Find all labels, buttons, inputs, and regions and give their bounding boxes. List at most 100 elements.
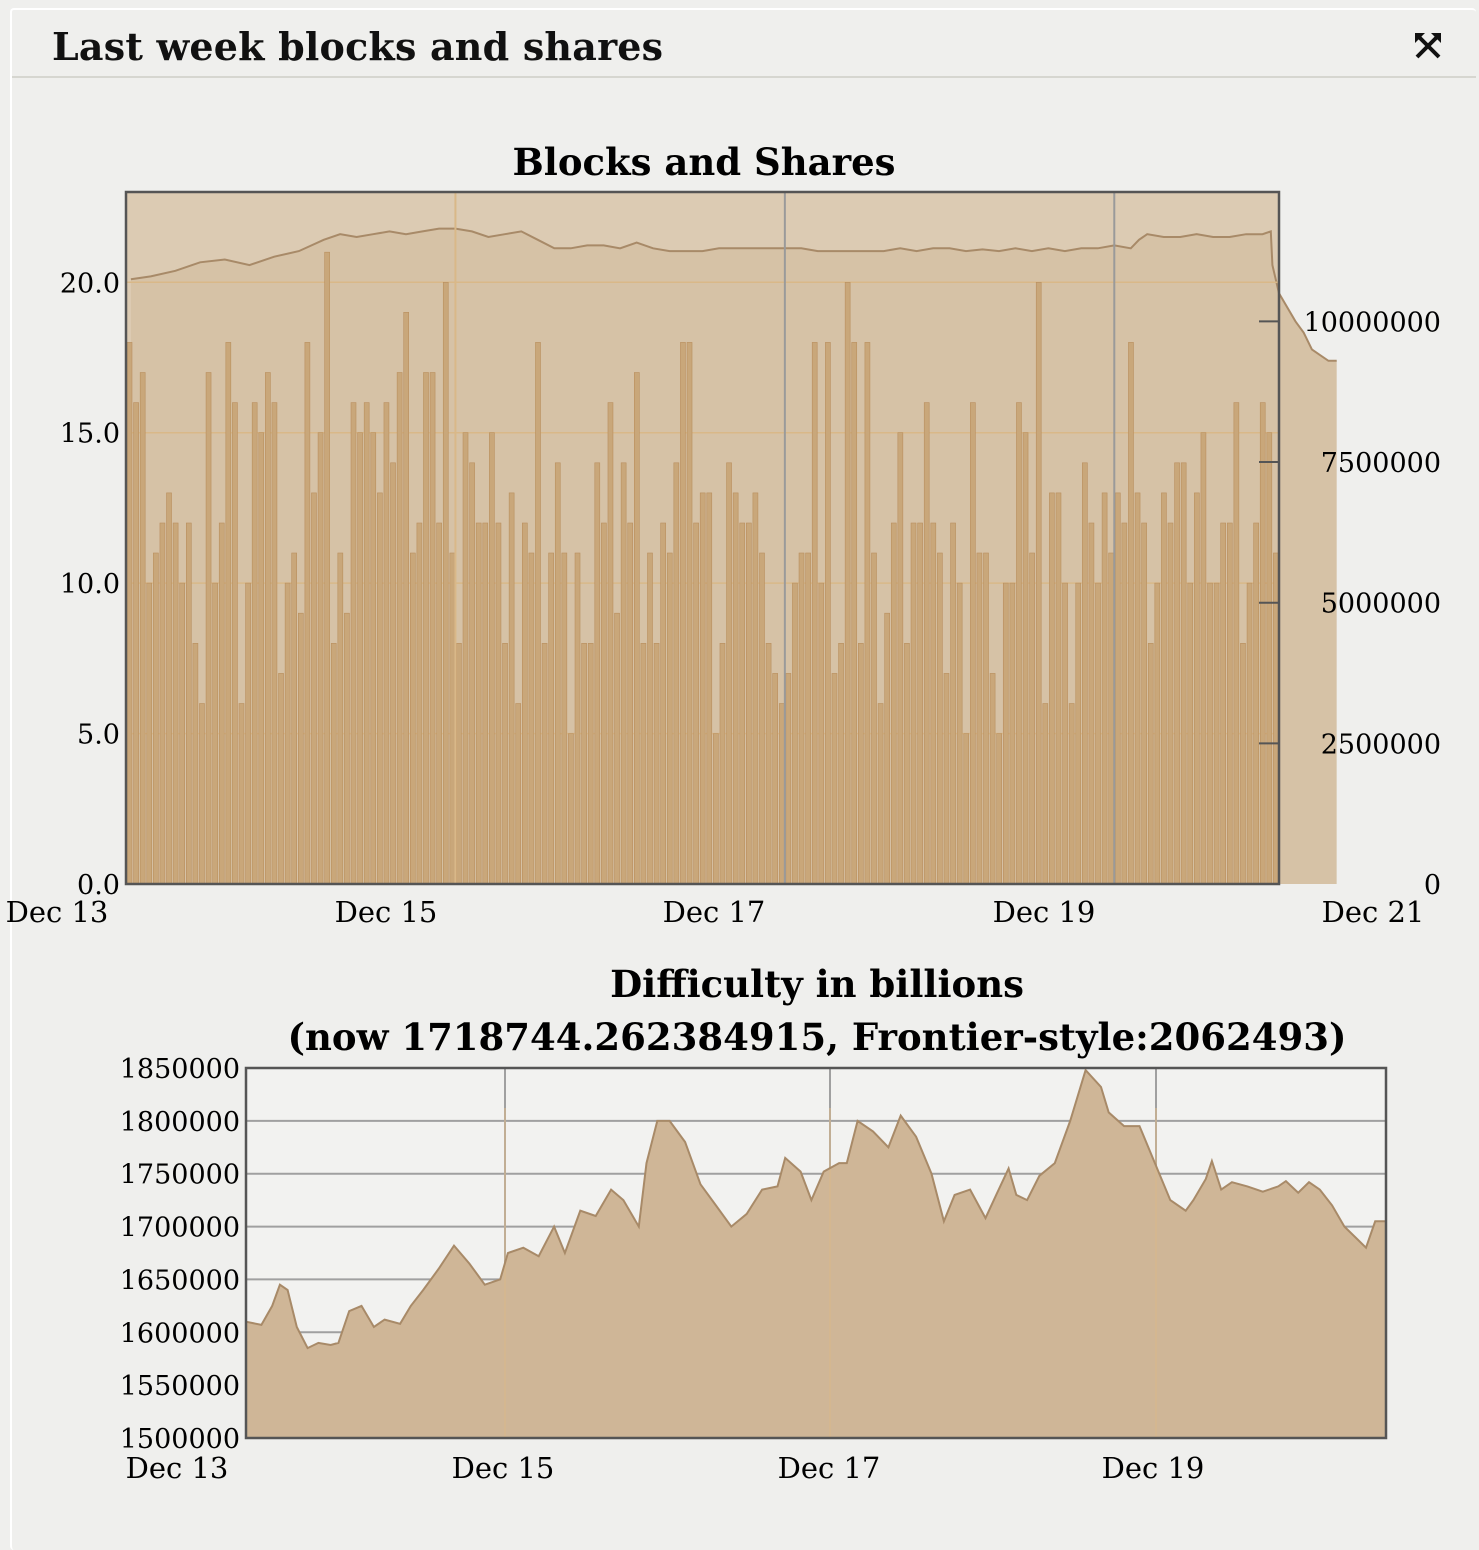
bar: [950, 522, 956, 885]
difficulty-area: [246, 1070, 1386, 1438]
bar: [1022, 432, 1029, 885]
bar: [864, 342, 871, 885]
bar: [1253, 522, 1259, 885]
bar: [225, 342, 232, 885]
bar: [587, 642, 594, 885]
bar: [989, 673, 996, 885]
bar: [805, 552, 811, 885]
y-tick-label: 10.0: [60, 569, 120, 600]
bar: [726, 462, 732, 885]
expand-icon[interactable]: [1410, 28, 1446, 64]
bar: [1220, 522, 1226, 885]
bar: [1121, 522, 1128, 885]
bar: [693, 522, 699, 885]
bar: [1134, 492, 1141, 885]
bar: [798, 552, 805, 885]
x-tick-label: Dec 15: [335, 895, 438, 929]
bar: [772, 673, 778, 885]
bar: [1194, 492, 1200, 885]
bar: [1075, 582, 1082, 885]
bar: [1259, 402, 1266, 885]
bar: [765, 642, 772, 885]
bar: [574, 552, 581, 885]
bar: [541, 642, 548, 885]
bar: [1016, 402, 1022, 885]
x-tick-label: Dec 15: [452, 1451, 555, 1485]
x-tick-label: Dec 17: [663, 895, 766, 929]
x-axis-labels: Dec 13 Dec 15 Dec 17 Dec 19 Dec 21: [6, 895, 1425, 929]
bar: [640, 642, 647, 885]
bar: [739, 522, 746, 885]
y-tick-label: 1800000: [120, 1107, 240, 1138]
bar: [456, 642, 462, 885]
y-tick-label: 1850000: [120, 1054, 240, 1085]
bar: [614, 612, 620, 885]
y-right-tick-label: 10000000: [1304, 307, 1441, 338]
bar: [1167, 522, 1174, 885]
y-tick-label: 15.0: [60, 419, 120, 450]
bar: [515, 703, 522, 885]
bar: [1141, 522, 1147, 885]
bar: [403, 312, 410, 885]
bar: [568, 733, 574, 885]
bar: [1082, 462, 1088, 885]
bar: [858, 642, 864, 885]
y-axis-left-labels: 0.0 5.0 10.0 15.0 20.0: [60, 268, 120, 901]
bar: [976, 552, 983, 885]
bar: [337, 552, 344, 885]
bar: [1226, 522, 1233, 885]
y-right-tick-label: 5000000: [1321, 589, 1441, 620]
x-tick-label: Dec 19: [993, 895, 1096, 929]
bar: [153, 552, 159, 885]
bar: [910, 522, 917, 885]
y-tick-label: 1550000: [120, 1371, 240, 1402]
bar: [930, 522, 937, 885]
bar: [818, 582, 825, 885]
y-tick-label: 1700000: [120, 1213, 240, 1244]
bar: [581, 642, 587, 885]
x-tick-label: Dec 13: [126, 1451, 229, 1485]
plot-area: [244, 1066, 1388, 1440]
bar: [1029, 552, 1035, 885]
bar: [508, 492, 515, 885]
bar: [192, 642, 199, 885]
bar: [1266, 432, 1273, 885]
x-tick-label: Dec 13: [6, 895, 109, 929]
bar: [522, 522, 528, 885]
bar: [831, 673, 838, 885]
bar: [1233, 402, 1240, 885]
bar: [792, 582, 798, 885]
bar: [199, 703, 205, 885]
panel-title: Last week blocks and shares: [52, 24, 664, 69]
y-tick-label: 20.0: [60, 268, 120, 299]
bar: [482, 522, 489, 885]
bar: [844, 282, 851, 885]
bar: [317, 432, 324, 885]
bar: [291, 552, 297, 885]
bar: [653, 642, 660, 885]
bar: [297, 612, 304, 885]
bar: [363, 402, 370, 885]
bar: [205, 372, 212, 885]
bar: [759, 552, 765, 885]
x-axis-labels: Dec 13 Dec 15 Dec 17 Dec 19: [126, 1451, 1205, 1485]
bar: [752, 492, 759, 885]
bar: [601, 522, 607, 885]
difficulty-chart: Difficulty in billions (now 1718744.2623…: [120, 962, 1388, 1485]
y-right-tick-label: 0: [1424, 870, 1441, 901]
bar: [970, 402, 976, 885]
bar: [390, 462, 396, 885]
bar: [410, 552, 416, 885]
bar: [350, 402, 357, 885]
chart-title: Difficulty in billions: [610, 962, 1024, 1006]
bar: [680, 342, 686, 885]
chart-title: Blocks and Shares: [513, 140, 896, 184]
y-tick-label: 0.0: [77, 870, 120, 901]
bar: [133, 402, 139, 885]
bar: [871, 552, 877, 885]
bar: [904, 642, 910, 885]
bar: [666, 552, 673, 885]
bar: [436, 522, 442, 885]
x-tick-label: Dec 21: [1322, 895, 1425, 929]
bar: [1128, 342, 1134, 885]
